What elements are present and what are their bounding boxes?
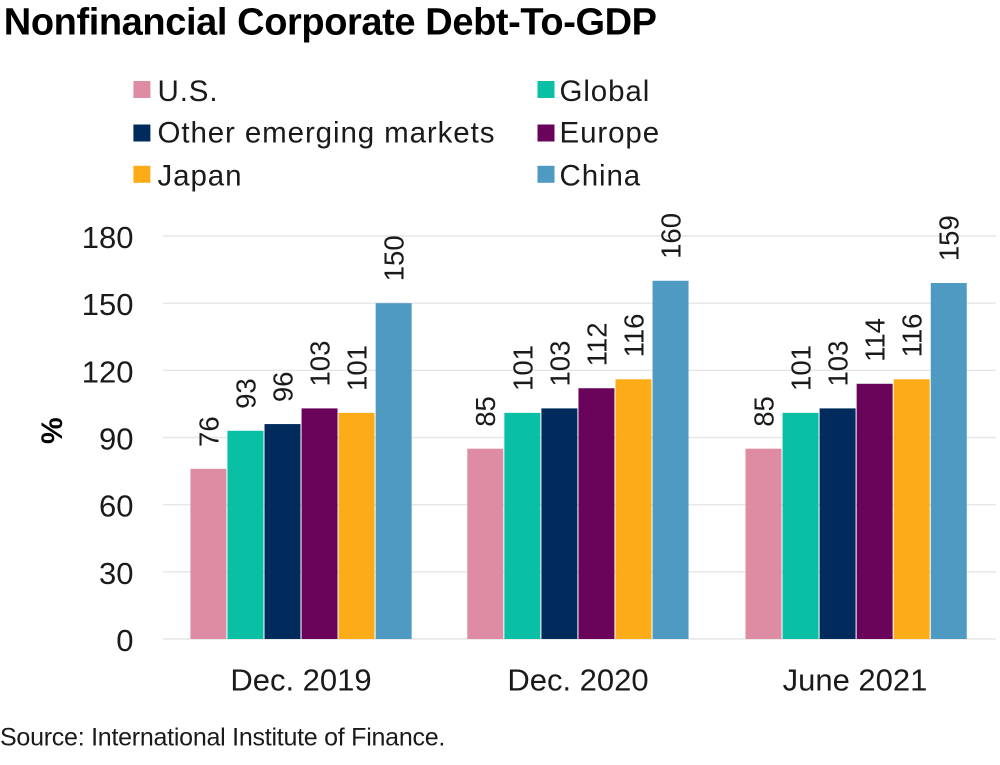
svg-text:114: 114 (860, 318, 891, 362)
svg-text:103: 103 (544, 341, 575, 387)
svg-text:Source: International Institut: Source: International Institute of Finan… (0, 724, 445, 752)
svg-text:101: 101 (785, 345, 816, 391)
svg-text:85: 85 (748, 396, 779, 427)
svg-text:103: 103 (823, 341, 854, 387)
svg-text:116: 116 (618, 314, 649, 358)
svg-text:June 2021: June 2021 (783, 663, 928, 698)
svg-text:Dec. 2020: Dec. 2020 (507, 663, 648, 698)
svg-text:150: 150 (82, 287, 134, 322)
svg-text:90: 90 (99, 421, 133, 456)
svg-text:101: 101 (507, 345, 538, 391)
svg-text:96: 96 (267, 372, 298, 403)
svg-text:0: 0 (116, 623, 133, 658)
svg-text:180: 180 (82, 220, 134, 255)
svg-text:Dec. 2019: Dec. 2019 (230, 663, 371, 698)
svg-text:85: 85 (470, 396, 501, 427)
svg-text:Other emerging markets: Other emerging markets (158, 117, 496, 150)
svg-text:60: 60 (99, 489, 133, 524)
svg-text:120: 120 (82, 354, 134, 389)
svg-text:30: 30 (99, 556, 133, 591)
svg-text:160: 160 (655, 213, 686, 259)
svg-text:93: 93 (230, 378, 261, 409)
svg-text:150: 150 (379, 235, 410, 281)
svg-text:76: 76 (193, 416, 224, 447)
svg-text:116: 116 (897, 314, 928, 358)
svg-text:%: % (36, 417, 69, 444)
svg-text:103: 103 (304, 341, 335, 387)
svg-text:Global: Global (560, 75, 651, 108)
svg-text:Europe: Europe (560, 117, 661, 150)
svg-text:112: 112 (581, 322, 612, 366)
svg-text:Japan: Japan (158, 160, 243, 193)
svg-text:Nonfinancial Corporate Debt-To: Nonfinancial Corporate Debt-To-GDP (4, 1, 657, 43)
svg-text:U.S.: U.S. (158, 75, 219, 108)
svg-text:101: 101 (342, 345, 373, 391)
svg-text:China: China (560, 160, 642, 193)
svg-text:159: 159 (934, 215, 965, 261)
